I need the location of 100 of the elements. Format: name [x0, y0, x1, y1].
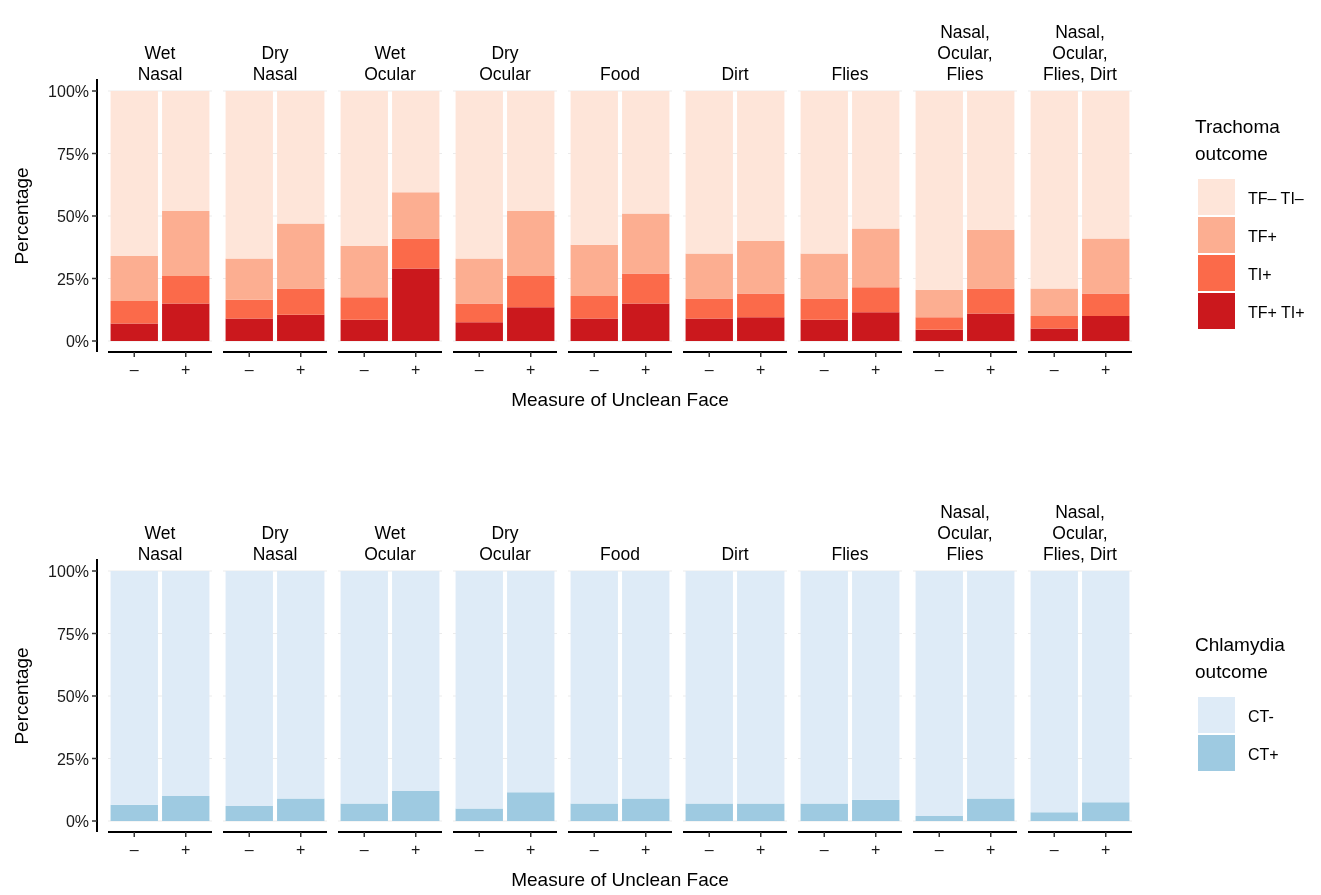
x-tick-label: +	[871, 361, 881, 378]
bar	[1030, 91, 1078, 289]
bar	[622, 91, 670, 214]
x-tick-label: +	[181, 361, 191, 378]
bar	[1030, 328, 1078, 341]
chart-title: Dry Nasal	[252, 43, 298, 84]
bar	[507, 91, 555, 211]
bar	[162, 571, 210, 796]
bar	[685, 318, 733, 341]
x-tick-label: –	[704, 361, 714, 378]
legend-label: TF+ TI+	[1248, 304, 1305, 321]
bar	[277, 314, 325, 341]
y-tick-label: 0%	[65, 813, 89, 830]
bar	[340, 319, 388, 341]
bar	[340, 297, 388, 320]
x-tick-label: –	[244, 361, 254, 378]
bar	[455, 258, 503, 304]
x-tick-label: +	[986, 841, 996, 858]
x-tick-label: +	[1101, 361, 1111, 378]
y-tick-label: 75%	[56, 625, 89, 643]
bar	[392, 268, 440, 341]
chart-title: Nasal, Ocular, Flies	[937, 502, 993, 564]
bar	[392, 238, 440, 269]
x-tick-label: +	[1101, 841, 1111, 858]
bar	[737, 241, 785, 294]
bar	[392, 192, 440, 239]
bar	[340, 91, 388, 246]
bar	[225, 258, 273, 300]
bar	[967, 313, 1015, 341]
bar	[852, 312, 900, 341]
chart-title: Dry Ocular	[479, 523, 531, 564]
legend-label: TF– TI–	[1248, 190, 1304, 207]
chart-title: Dirt	[721, 64, 749, 84]
x-tick-label: +	[756, 841, 766, 858]
x-tick-label: –	[359, 361, 369, 378]
x-axis-title: Measure of Unclean Face	[511, 869, 729, 890]
bar	[1082, 91, 1130, 239]
bar	[455, 303, 503, 323]
x-tick-label: –	[474, 361, 484, 378]
x-tick-label: –	[589, 361, 599, 378]
y-tick-label: 100%	[48, 563, 89, 580]
bar	[622, 273, 670, 304]
x-tick-label: +	[296, 361, 306, 378]
bar	[915, 317, 963, 330]
bar	[277, 91, 325, 224]
bar	[225, 91, 273, 259]
bar	[225, 299, 273, 319]
chart-title: Dry Ocular	[479, 43, 531, 84]
bar	[110, 256, 158, 301]
x-tick-label: –	[589, 841, 599, 858]
chart-title: Nasal, Ocular, Flies	[937, 22, 993, 84]
y-tick-label: 25%	[56, 270, 89, 288]
bar	[915, 289, 963, 318]
x-tick-label: –	[934, 841, 944, 858]
bar	[737, 91, 785, 241]
x-tick-label: –	[819, 361, 829, 378]
chart-title: Dry Nasal	[252, 523, 298, 564]
legend-label: CT+	[1248, 746, 1279, 763]
x-tick-label: –	[1049, 361, 1059, 378]
bar	[800, 91, 848, 254]
bar	[1030, 288, 1078, 316]
x-tick-label: +	[526, 841, 536, 858]
bar	[570, 91, 618, 245]
bar	[507, 211, 555, 276]
bar	[455, 322, 503, 341]
chart-title: Nasal, Ocular, Flies, Dirt	[1043, 22, 1118, 84]
x-tick-label: +	[756, 361, 766, 378]
x-tick-label: –	[244, 841, 254, 858]
bar	[570, 244, 618, 296]
legend-label: CT-	[1248, 708, 1274, 725]
x-tick-label: +	[986, 361, 996, 378]
x-tick-label: –	[1049, 841, 1059, 858]
bar	[110, 804, 158, 821]
bar	[277, 223, 325, 289]
bar	[737, 293, 785, 318]
bar	[162, 91, 210, 211]
bar	[622, 303, 670, 341]
bar	[800, 253, 848, 299]
bar	[162, 276, 210, 304]
bar	[162, 211, 210, 276]
legend-title: Chlamydia outcome	[1195, 634, 1286, 682]
y-tick-label: 0%	[65, 333, 89, 350]
x-tick-label: +	[641, 841, 651, 858]
y-axis-title: Percentage	[11, 167, 32, 265]
bar	[800, 298, 848, 320]
x-tick-label: –	[474, 841, 484, 858]
bar	[507, 276, 555, 308]
bar	[852, 91, 900, 229]
bar	[685, 298, 733, 319]
legend-label: TI+	[1248, 266, 1272, 283]
bar	[110, 571, 158, 805]
bar	[915, 91, 963, 290]
legend-label: TF+	[1248, 228, 1277, 245]
bar	[852, 228, 900, 288]
x-tick-label: –	[704, 841, 714, 858]
y-tick-label: 75%	[56, 145, 89, 163]
x-tick-label: +	[411, 361, 421, 378]
bar	[570, 318, 618, 341]
bar	[915, 329, 963, 341]
chart-title: Wet Ocular	[364, 523, 416, 564]
